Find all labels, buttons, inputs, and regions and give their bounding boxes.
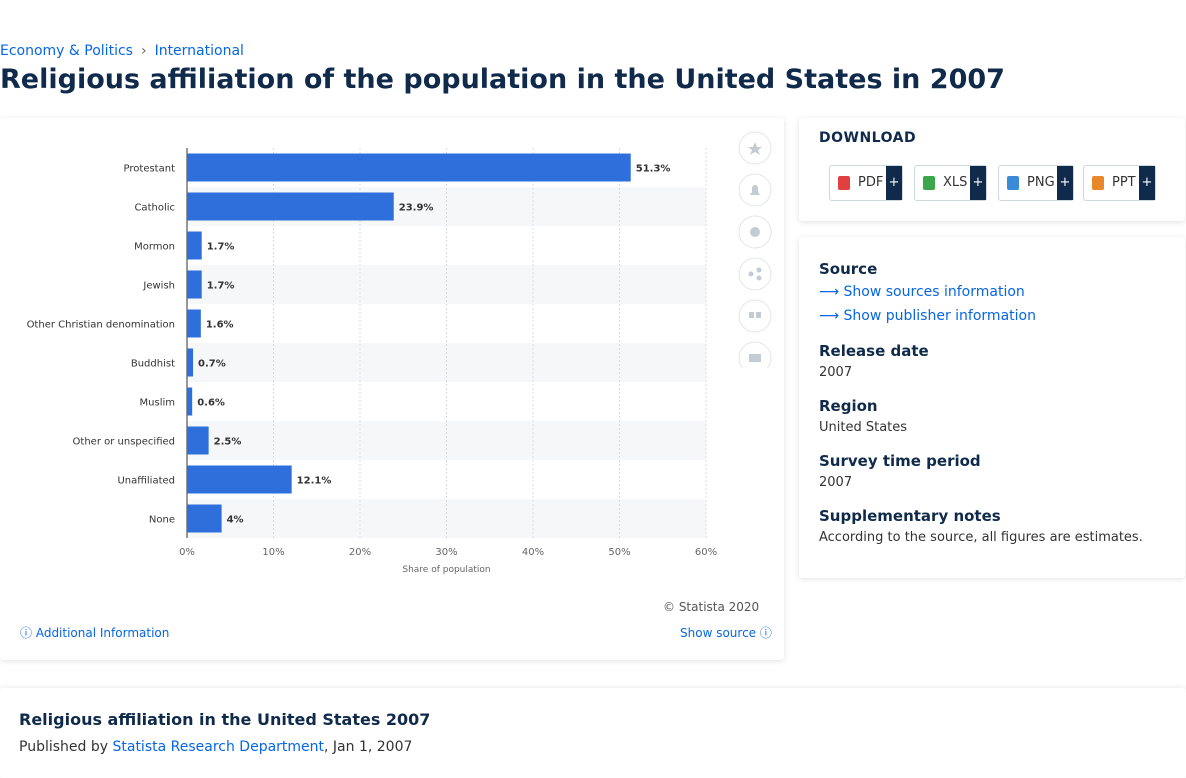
cite-button[interactable] [738, 299, 772, 333]
notes-heading: Supplementary notes [819, 507, 1001, 525]
x-tick-label: 40% [522, 547, 544, 558]
chart-card: 0% 10% 20% 30% 40% 50% 60% Share of population P… [0, 118, 784, 660]
y-tick-label: Other Christian denomination [27, 320, 175, 331]
bar [187, 270, 202, 299]
plus: + [1057, 166, 1073, 200]
tool-icons [738, 131, 772, 368]
additional-info[interactable]: ⓘ Additional Information [20, 626, 170, 640]
additional-info-text[interactable]: Additional Information [35, 626, 170, 640]
download-pdf[interactable]: PDF + [829, 165, 903, 201]
breadcrumb-link[interactable]: Economy & Politics [0, 43, 133, 59]
value-label: 0.7% [198, 359, 226, 370]
chart: 0% 10% 20% 30% 40% 50% 60% Share of population P… [27, 148, 717, 575]
download-xls[interactable]: XLS + [914, 165, 987, 201]
y-tick-label: None [149, 515, 175, 526]
breadcrumb: Economy & Politics › International [0, 43, 244, 59]
bar [187, 348, 194, 377]
format-label: PDF [858, 175, 884, 190]
details-card: Source ⟶ Show sources information ⟶ Show… [799, 237, 1185, 578]
format-label: PPT [1112, 175, 1136, 190]
byline-date: , Jan 1, 2007 [324, 739, 413, 755]
y-tick-label: Catholic [134, 203, 175, 214]
byline-prefix: Published by [19, 739, 109, 755]
x-tick-label: 30% [435, 547, 457, 558]
article-title: Religious affiliation in the United Stat… [19, 710, 431, 729]
value-label: 51.3% [636, 164, 671, 175]
sources-link-text[interactable]: Show sources information [843, 284, 1025, 300]
region-value: United States [819, 420, 908, 435]
page-title: Religious affiliation of the population … [0, 64, 1005, 95]
bar [187, 153, 631, 182]
publisher-link-text[interactable]: Show publisher information [843, 308, 1036, 324]
region-heading: Region [819, 397, 878, 415]
plus: + [1139, 166, 1155, 200]
survey-heading: Survey time period [819, 452, 981, 470]
value-label: 4% [227, 515, 244, 526]
y-tick-label: Protestant [124, 164, 176, 175]
x-tick-label: 0% [179, 547, 195, 558]
bar [187, 309, 201, 338]
notes-value: According to the source, all figures are… [819, 530, 1143, 545]
release-value: 2007 [819, 365, 853, 380]
plus: + [970, 166, 986, 200]
bar [187, 387, 193, 416]
breadcrumb-link[interactable]: International [154, 43, 244, 59]
bar [187, 192, 394, 221]
article-card: Religious affiliation in the United Stat… [0, 688, 1186, 778]
byline: Published by Statista Research Departmen… [19, 739, 412, 755]
download-ppt[interactable]: PPT + [1083, 165, 1156, 201]
publisher-link[interactable]: ⟶ Show publisher information [819, 308, 1036, 324]
bar [187, 426, 209, 455]
value-label: 1.7% [207, 242, 235, 253]
x-tick-label: 10% [262, 547, 284, 558]
x-tick-label: 50% [608, 547, 630, 558]
copyright: © Statista 2020 [663, 600, 760, 614]
value-label: 0.6% [197, 398, 225, 409]
source-heading: Source [819, 260, 878, 278]
bar [187, 504, 222, 533]
value-label: 1.7% [207, 281, 235, 292]
sources-link[interactable]: ⟶ Show sources information [819, 284, 1025, 300]
value-label: 12.1% [297, 476, 332, 487]
y-tick-label: Unaffiliated [117, 476, 175, 487]
y-tick-label: Other or unspecified [73, 437, 175, 448]
download-png[interactable]: PNG + [998, 165, 1074, 201]
x-axis-label: Share of population [402, 565, 490, 575]
show-source-text[interactable]: Show source [680, 626, 757, 640]
release-heading: Release date [819, 342, 929, 360]
format-label: PNG [1027, 175, 1055, 190]
format-label: XLS [943, 175, 968, 190]
y-tick-label: Jewish [142, 281, 175, 292]
share-button[interactable] [738, 257, 772, 291]
survey-value: 2007 [819, 475, 853, 490]
value-label: 2.5% [214, 437, 242, 448]
bar [187, 231, 202, 260]
show-source[interactable]: Show source ⓘ [680, 626, 772, 640]
bar [187, 465, 292, 494]
plus: + [886, 166, 902, 200]
value-label: 1.6% [206, 320, 234, 331]
author-link[interactable]: Statista Research Department [112, 739, 325, 755]
page: Economy & Politics › International Religio… [0, 43, 1185, 755]
y-tick-label: Buddhist [131, 359, 175, 370]
value-label: 23.9% [399, 203, 434, 214]
y-tick-label: Mormon [134, 242, 175, 253]
x-tick-label: 60% [695, 547, 717, 558]
y-tick-label: Muslim [140, 398, 175, 409]
x-tick-label: 20% [349, 547, 371, 558]
download-heading: DOWNLOAD [819, 130, 917, 146]
